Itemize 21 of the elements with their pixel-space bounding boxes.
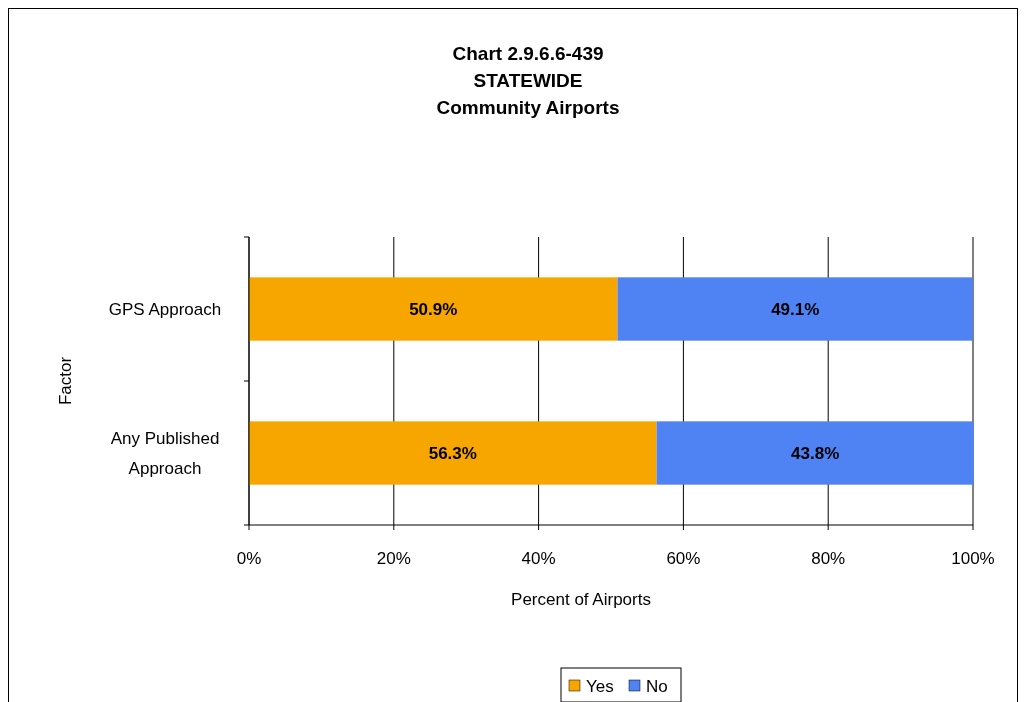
bar [617,277,973,341]
x-tick-label: 80% [811,549,846,568]
x-tick-label: 100% [951,549,995,568]
legend-label: No [646,677,668,696]
x-tick-label: 60% [666,549,701,568]
data-label: 43.8% [791,443,840,463]
x-tick-label: 0% [236,549,262,568]
bar [656,421,974,485]
data-label: 49.1% [771,299,820,319]
legend-label: Yes [586,677,614,696]
data-label: 56.3% [428,443,477,463]
data-label: 50.9% [409,299,458,319]
bar [249,421,657,485]
y-tick-label: GPS Approach [108,300,222,319]
y-tick-label: Any Published Approach [110,429,220,478]
x-axis-title: Percent of Airports [511,590,651,609]
y-axis-title: Factor [56,356,75,406]
bar [249,277,618,341]
chart-title: Chart 2.9.6.6-439 STATEWIDE Community Airports [436,43,620,118]
x-tick-label: 20% [376,549,411,568]
x-tick-label: 40% [521,549,556,568]
